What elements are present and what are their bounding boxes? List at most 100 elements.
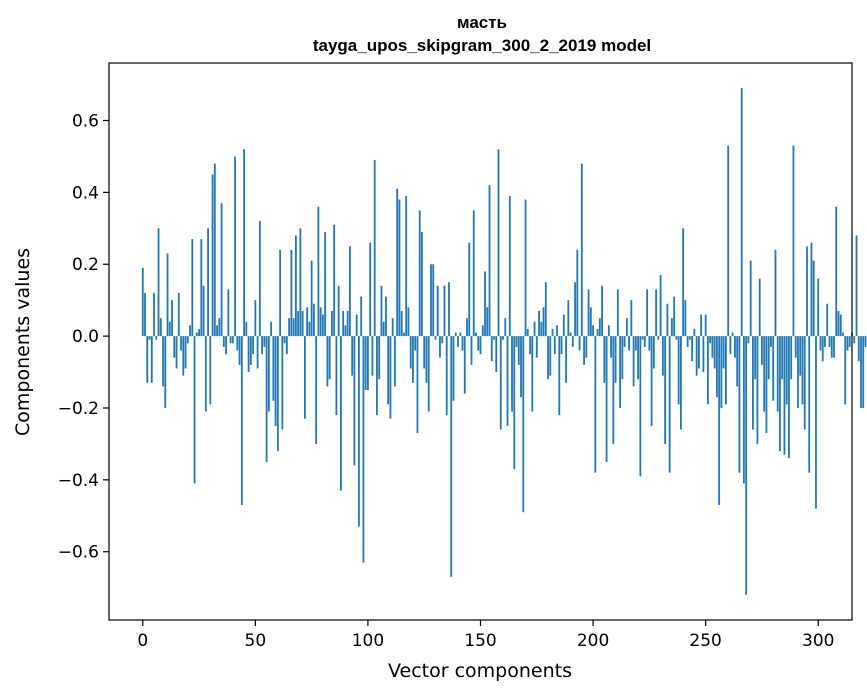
bar-36	[222, 336, 225, 347]
bar-176	[538, 310, 540, 337]
bar-99	[364, 336, 367, 391]
y-axis-label: Components values	[12, 248, 34, 436]
bar-171	[526, 328, 529, 337]
bar-194	[578, 336, 581, 351]
bar-96	[358, 336, 360, 527]
bar-150	[479, 336, 482, 355]
bar-122	[416, 336, 419, 434]
bar-207	[607, 325, 610, 337]
bar-277	[765, 336, 768, 434]
bar-232	[664, 336, 667, 444]
bar-297	[810, 242, 813, 337]
bar-9	[162, 336, 164, 387]
bar-46	[245, 321, 248, 337]
bar-94	[353, 336, 356, 466]
bar-72	[303, 336, 306, 419]
bar-128	[430, 264, 432, 337]
bar-92	[349, 246, 351, 337]
bar-168	[520, 336, 522, 398]
bar-181	[549, 336, 552, 376]
bar-83	[328, 336, 331, 380]
bar-25	[198, 328, 200, 337]
bar-162	[506, 336, 509, 426]
bar-68	[294, 235, 297, 337]
bar-317	[855, 235, 858, 337]
bar-85	[333, 224, 336, 337]
bar-12	[168, 321, 171, 337]
bar-20	[186, 336, 189, 344]
bar-257	[720, 336, 723, 408]
bar-208	[610, 336, 612, 358]
bar-42	[236, 336, 239, 351]
bar-87	[337, 285, 340, 337]
bar-253	[711, 336, 714, 358]
bar-80	[321, 314, 324, 337]
bar-24	[195, 332, 198, 337]
bar-293	[801, 336, 804, 405]
bar-179	[544, 282, 547, 337]
bar-256	[718, 336, 721, 506]
bar-75	[310, 260, 313, 337]
bar-117	[405, 195, 408, 337]
bar-0	[141, 267, 144, 337]
bar-66	[290, 249, 293, 337]
bar-6	[155, 336, 158, 340]
bar-5	[153, 292, 155, 337]
bar-63	[283, 336, 286, 344]
bar-218	[632, 336, 635, 387]
x-axis-label: Vector components	[388, 660, 572, 682]
bar-304	[826, 303, 829, 337]
bar-27	[202, 285, 205, 337]
bar-216	[628, 336, 630, 351]
bar-215	[625, 318, 628, 337]
bar-233	[666, 303, 669, 337]
bar-255	[716, 336, 718, 398]
bar-120	[412, 336, 414, 383]
bar-210	[614, 336, 617, 383]
bar-60	[276, 336, 279, 452]
bar-174	[533, 321, 536, 337]
bar-136	[448, 282, 450, 337]
bar-41	[234, 156, 236, 337]
bar-164	[511, 336, 513, 412]
bar-186	[560, 336, 563, 355]
bar-299	[815, 336, 817, 509]
bar-71	[301, 310, 304, 337]
bar-271	[752, 336, 754, 430]
x-tick-label: 0	[137, 631, 148, 651]
bar-138	[452, 336, 455, 401]
bar-37	[225, 336, 227, 355]
bar-129	[432, 264, 435, 337]
bar-123	[418, 210, 421, 337]
bar-159	[499, 336, 502, 430]
bar-163	[508, 195, 511, 337]
bar-320	[862, 336, 865, 408]
bar-23	[193, 336, 196, 484]
bar-198	[587, 289, 590, 337]
bar-86	[335, 336, 338, 416]
bar-33	[216, 325, 218, 337]
bar-84	[331, 310, 333, 337]
y-tick-label: −0.6	[58, 543, 99, 563]
bar-59	[274, 336, 277, 426]
x-tick-label: 300	[802, 631, 834, 651]
bar-241	[684, 300, 687, 337]
y-tick-label: 0.6	[72, 111, 99, 131]
bar-161	[504, 318, 507, 337]
bars-group	[141, 88, 867, 595]
bar-221	[639, 336, 642, 477]
bar-125	[423, 336, 426, 369]
bar-191	[571, 336, 574, 347]
bar-3	[148, 336, 151, 340]
bar-222	[641, 336, 644, 340]
bar-316	[853, 336, 856, 344]
bar-209	[612, 336, 615, 444]
bar-173	[531, 336, 534, 412]
bar-151	[481, 325, 484, 337]
bar-140	[457, 336, 459, 347]
bar-214	[623, 336, 626, 347]
bar-263	[734, 336, 736, 358]
bar-290	[794, 336, 797, 358]
bar-235	[670, 318, 673, 337]
bar-69	[297, 310, 300, 337]
